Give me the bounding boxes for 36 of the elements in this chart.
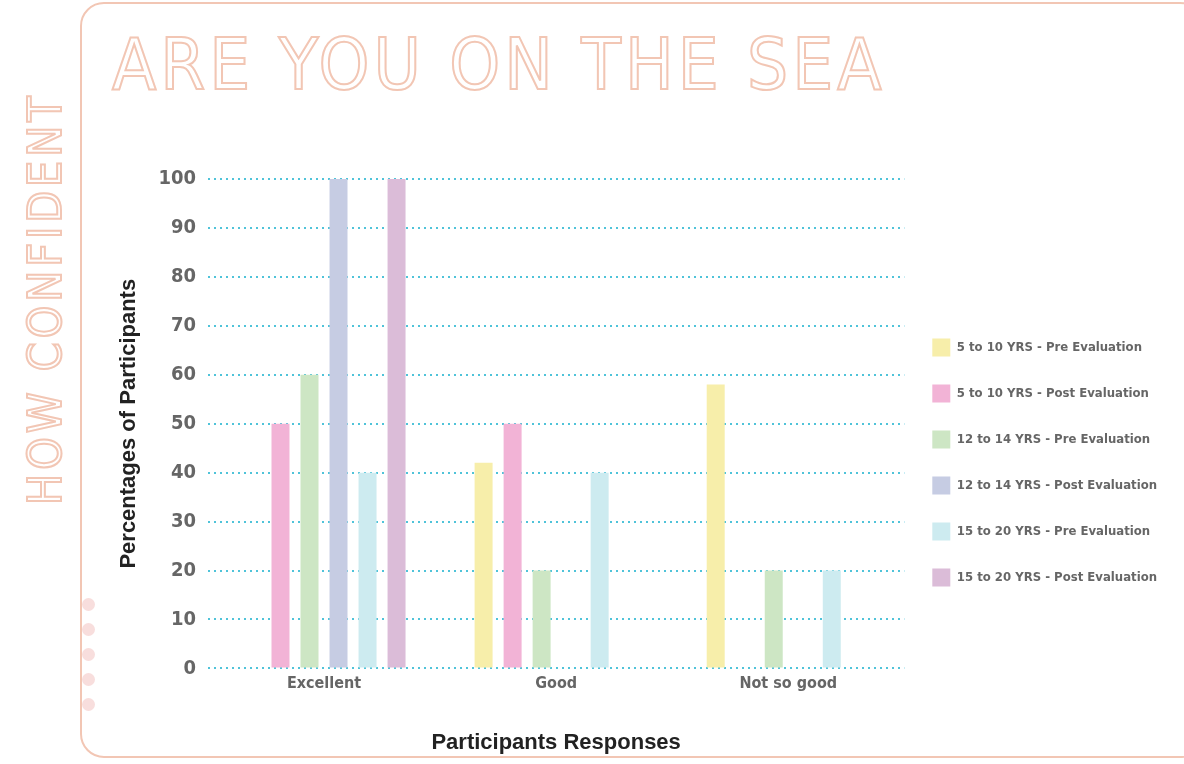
x-tick-label: Good xyxy=(535,673,578,693)
bar xyxy=(532,570,551,668)
bar xyxy=(387,179,406,668)
text: HOW CONFIDENT xyxy=(17,92,73,505)
bar xyxy=(271,423,290,668)
y-tick-label: 50 xyxy=(170,409,196,434)
bar xyxy=(474,462,493,668)
y-tick-label: 70 xyxy=(170,312,196,337)
legend-label: 5 to 10 YRS - Pre Evaluation xyxy=(956,338,1142,354)
bar xyxy=(300,374,319,668)
y-tick-label: 30 xyxy=(170,507,196,532)
y-tick-label: 20 xyxy=(170,556,196,581)
bar xyxy=(590,472,609,668)
y-tick-label: 80 xyxy=(170,263,196,288)
y-tick-label: 40 xyxy=(170,458,196,483)
bar xyxy=(706,384,725,668)
x-tick-label: Excellent xyxy=(286,673,362,693)
bar xyxy=(358,472,377,668)
bar xyxy=(764,570,783,668)
legend-label: 12 to 14 YRS - Pre Evaluation xyxy=(956,430,1151,446)
chart-subtitle: ARE YOU ON THE SEA xyxy=(112,21,886,108)
legend-label: 15 to 20 YRS - Post Evaluation xyxy=(956,568,1157,584)
y-tick-label: 90 xyxy=(170,214,196,239)
x-axis-title: Participants Responses xyxy=(431,728,681,754)
bar xyxy=(822,570,841,668)
y-tick-label: 0 xyxy=(183,654,196,679)
legend-label: 5 to 10 YRS - Post Evaluation xyxy=(956,384,1149,400)
legend-label: 12 to 14 YRS - Post Evaluation xyxy=(956,476,1157,492)
x-tick-label: Not so good xyxy=(739,673,838,693)
bar xyxy=(329,179,348,668)
legend-label: 15 to 20 YRS - Pre Evaluation xyxy=(956,522,1151,538)
y-tick-label: 60 xyxy=(170,360,196,385)
bar xyxy=(503,423,522,668)
y-tick-label: 10 xyxy=(170,605,196,630)
y-tick-label: 100 xyxy=(158,165,196,190)
y-axis-title: Percentages of Participants xyxy=(115,278,141,569)
